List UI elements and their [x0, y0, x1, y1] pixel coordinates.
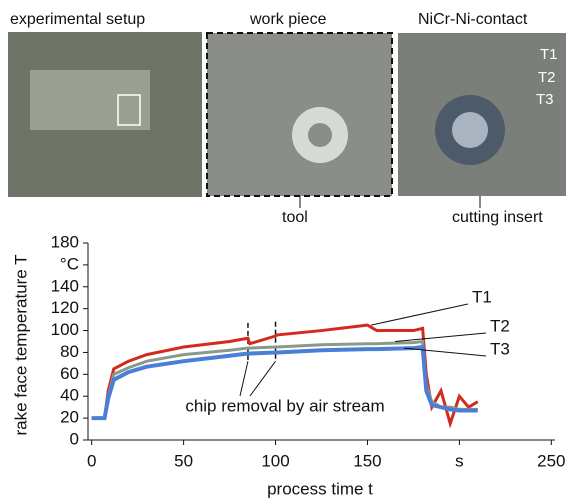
y-tick-label: °C — [60, 254, 79, 273]
x-tick-label: 150 — [353, 451, 381, 470]
photo-detail — [30, 70, 150, 130]
series-label: T2 — [490, 316, 510, 335]
caption: work piece — [249, 11, 327, 28]
pointer — [240, 361, 248, 396]
label-pointer — [371, 304, 468, 325]
sensor-label: T2 — [538, 69, 556, 86]
label-pointer — [404, 348, 486, 356]
y-tick-label: 80 — [60, 342, 79, 361]
series-label: T3 — [490, 339, 510, 358]
x-axis-label: process time t — [267, 479, 373, 498]
photo-detail — [452, 112, 488, 148]
y-tick-label: 0 — [70, 429, 79, 448]
caption: NiCr-Ni-contact — [418, 11, 528, 28]
annotation: chip removal by air stream — [185, 396, 384, 415]
y-tick-label: 40 — [60, 386, 79, 405]
caption: tool — [282, 209, 308, 226]
y-axis-label: rake face temperature T — [11, 254, 30, 435]
photo-workpiece — [207, 33, 392, 196]
caption: cutting insert — [452, 209, 543, 226]
y-tick-label: 120 — [51, 298, 79, 317]
sensor-label: T1 — [540, 46, 558, 63]
x-tick-label: 50 — [174, 451, 193, 470]
x-tick-label: 100 — [261, 451, 289, 470]
y-tick-label: 60 — [60, 364, 79, 383]
x-tick-label: 0 — [87, 451, 96, 470]
pointer — [250, 361, 276, 396]
series-label: T1 — [472, 287, 492, 306]
label-pointer — [395, 333, 486, 342]
sensor-label: T3 — [536, 91, 554, 108]
y-tick-label: 180 — [51, 232, 79, 251]
y-tick-label: 20 — [60, 408, 79, 427]
y-tick-label: 140 — [51, 276, 79, 295]
x-tick-label: 250 — [537, 451, 565, 470]
x-tick-label: s — [455, 451, 464, 470]
y-tick-label: 100 — [51, 320, 79, 339]
caption: experimental setup — [10, 11, 145, 28]
photo-detail — [308, 123, 332, 147]
figure: experimental setup work piece NiCr-Ni-co… — [0, 0, 574, 501]
